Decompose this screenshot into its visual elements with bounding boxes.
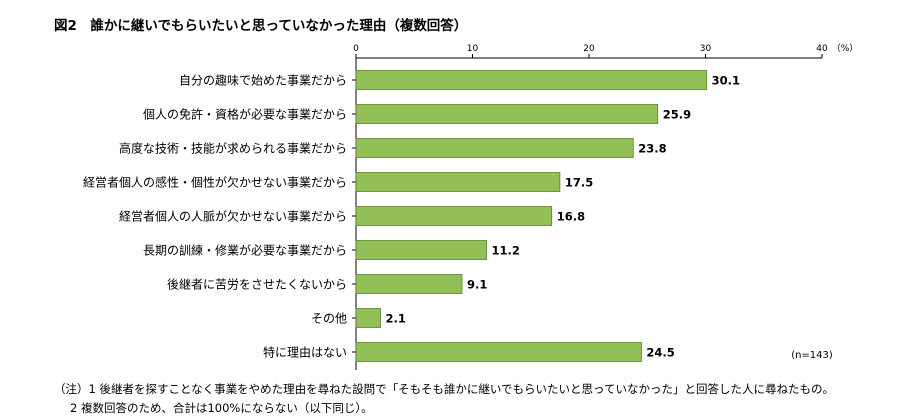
value-label: 24.5 <box>646 346 674 360</box>
bar <box>355 274 463 294</box>
value-label: 23.8 <box>638 142 666 156</box>
value-label: 30.1 <box>712 74 740 88</box>
bar <box>355 308 381 328</box>
category-label: 高度な技術・技能が求められる事業だから <box>119 141 347 156</box>
category-label: 経営者個人の感性・個性が欠かせない事業だから <box>83 175 347 190</box>
x-tick-label: 40 <box>816 44 828 54</box>
value-label: 25.9 <box>663 108 691 122</box>
bar <box>355 138 634 158</box>
x-tick-label: 30 <box>700 44 712 54</box>
category-label: 自分の趣味で始めた事業だから <box>179 73 347 88</box>
footnote-2: 2 複数回答のため、合計は100%にならない（以下同じ）。 <box>70 401 373 415</box>
unit-label: （%） <box>832 43 859 54</box>
value-label: 16.8 <box>557 210 585 224</box>
value-label: 17.5 <box>565 176 593 190</box>
value-label: 11.2 <box>491 244 519 258</box>
x-tick-label: 20 <box>583 44 595 54</box>
bar <box>355 70 708 90</box>
category-label: 長期の訓練・修業が必要な事業だから <box>143 243 347 258</box>
footnote-1: （注）1 後継者を探すことなく事業をやめた理由を尋ねた設問で「そもそも誰かに継い… <box>54 382 834 396</box>
category-label: 個人の免許・資格が必要な事業だから <box>143 107 347 122</box>
bar <box>355 240 487 260</box>
sample-size-note: (n=143) <box>791 350 833 361</box>
category-label: 後継者に苦労をさせたくないから <box>167 277 347 292</box>
bar <box>355 172 561 192</box>
bar <box>355 104 659 124</box>
x-tick-label: 0 <box>353 44 359 54</box>
bar <box>355 206 553 226</box>
category-label: 経営者個人の人脈が欠かせない事業だから <box>119 209 347 224</box>
bar <box>355 342 642 362</box>
chart-title: 図2 誰かに継いでもらいたいと思っていなかった理由（複数回答） <box>54 18 468 34</box>
category-label: 特に理由はない <box>263 345 347 360</box>
value-label: 9.1 <box>467 278 487 292</box>
x-tick-label: 10 <box>467 44 479 54</box>
value-label: 2.1 <box>385 312 405 326</box>
category-label: その他 <box>311 312 347 326</box>
